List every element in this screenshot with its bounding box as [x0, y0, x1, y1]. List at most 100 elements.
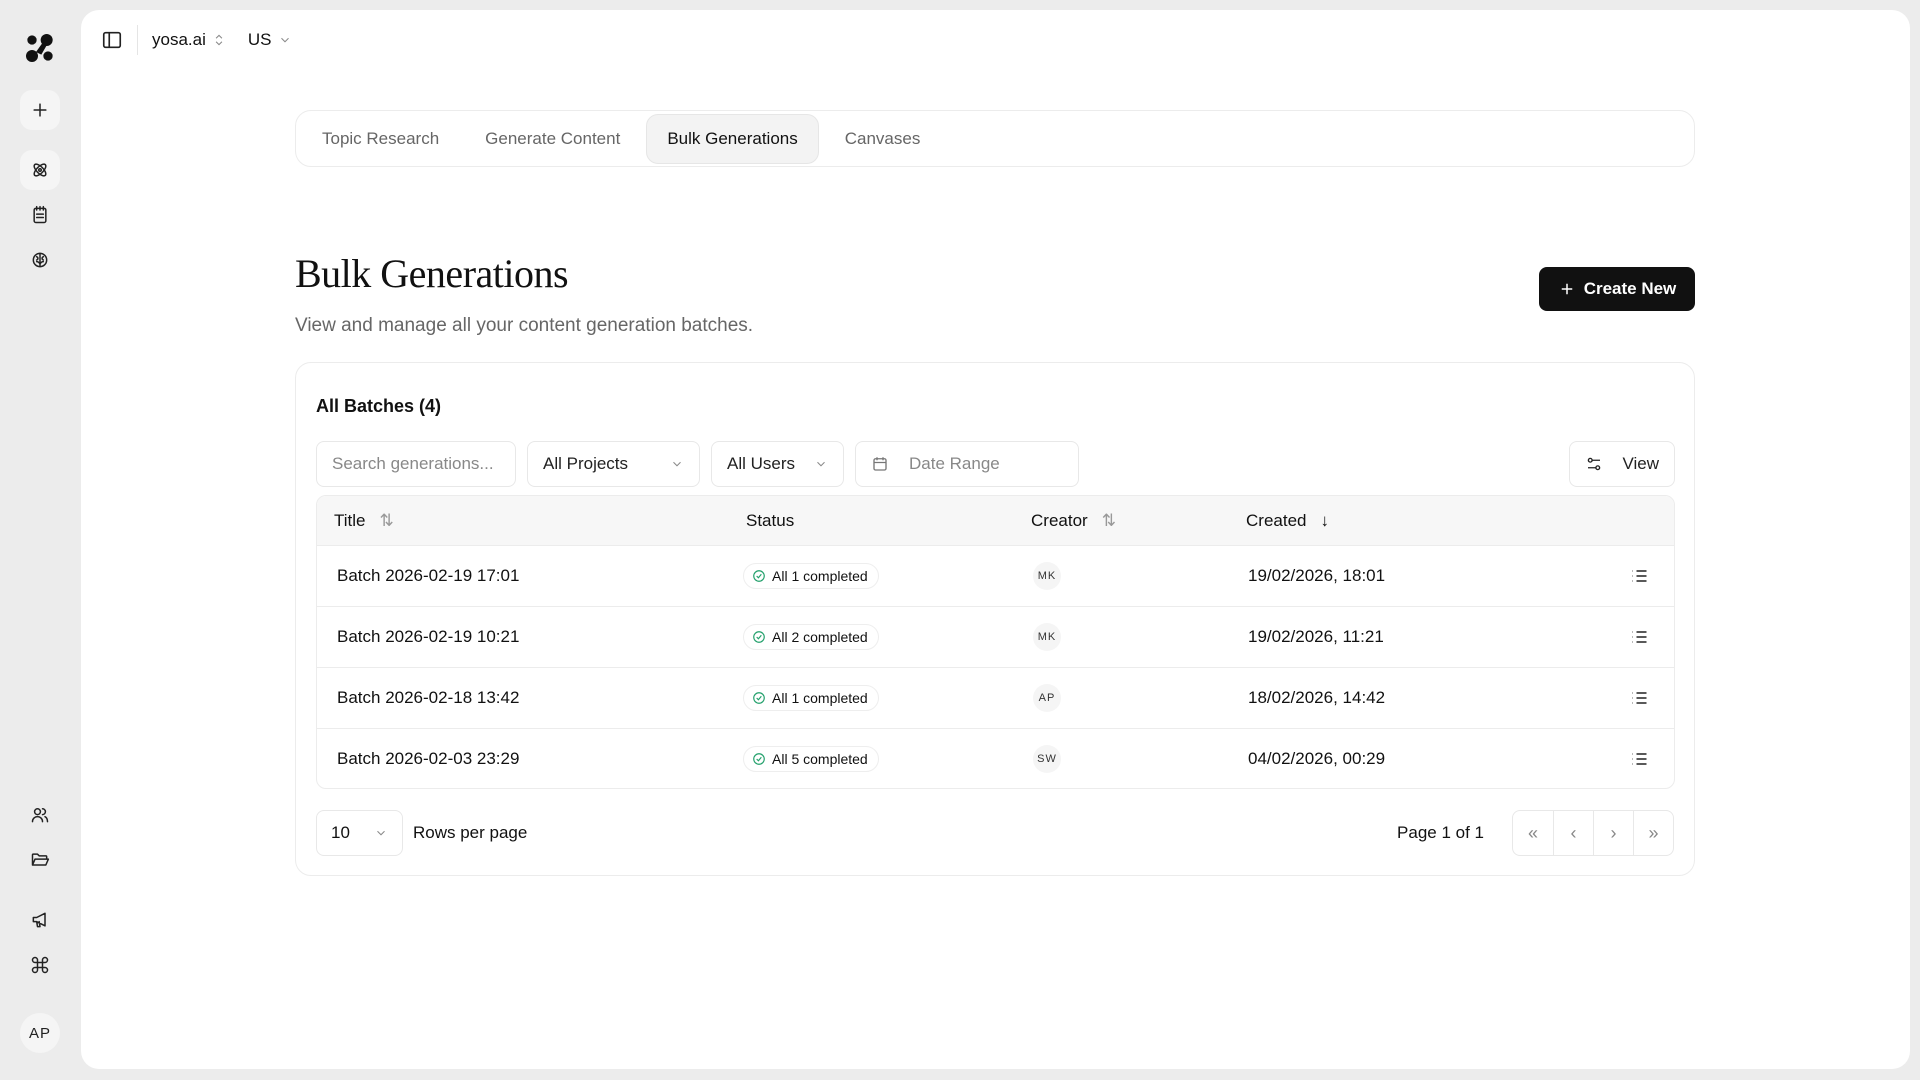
batch-title[interactable]: Batch 2026-02-19 10:21 — [337, 627, 520, 646]
created-date: 18/02/2026, 14:42 — [1248, 688, 1386, 707]
main-panel: yosa.ai US Topic Research Generate Conte… — [81, 10, 1910, 1069]
status-text: All 2 completed — [772, 629, 868, 645]
check-circle-icon — [753, 753, 765, 765]
projects-value: All Projects — [543, 454, 629, 473]
status-badge: All 2 completed — [743, 624, 879, 650]
page-title: Bulk Generations — [295, 251, 569, 296]
workspace-name: yosa.ai — [152, 30, 206, 49]
command-icon[interactable] — [20, 945, 60, 985]
created-date: 04/02/2026, 00:29 — [1248, 749, 1386, 768]
chevron-down-icon — [280, 37, 289, 43]
creator-avatar: MK — [1033, 623, 1061, 651]
batches-card: All Batches (4) Search generations... Al… — [295, 362, 1695, 876]
sort-icon: ⇅ — [1101, 511, 1116, 530]
projects-select[interactable]: All Projects — [527, 441, 700, 487]
create-new-button[interactable]: Create New — [1539, 267, 1695, 311]
batch-title[interactable]: Batch 2026-02-03 23:29 — [337, 749, 520, 768]
page-buttons: « ‹ › » — [1512, 810, 1674, 856]
tab-bulk-generations[interactable]: Bulk Generations — [646, 113, 819, 164]
tab-canvases[interactable]: Canvases — [844, 128, 921, 148]
rows-per-page-label: Rows per page — [413, 823, 528, 842]
creator-avatar: AP — [1033, 684, 1061, 712]
created-date: 19/02/2026, 18:01 — [1248, 566, 1386, 585]
date-range-picker[interactable]: Date Range — [855, 441, 1079, 487]
brain-icon[interactable] — [20, 240, 60, 280]
header-creator-label: Creator — [1031, 511, 1088, 530]
card-title: All Batches (4) — [316, 396, 442, 416]
plus-icon — [1561, 283, 1572, 295]
chevron-down-icon — [673, 461, 681, 467]
list-icon[interactable] — [1629, 749, 1649, 769]
status-badge: All 1 completed — [743, 685, 879, 711]
header-status-label: Status — [746, 511, 795, 530]
header-created[interactable]: Created ↓ — [1246, 511, 1329, 531]
region-select[interactable]: US — [248, 30, 292, 50]
megaphone-icon[interactable] — [20, 900, 60, 940]
header-created-label: Created — [1246, 511, 1307, 530]
view-label: View — [1622, 454, 1659, 473]
atom-icon[interactable] — [20, 150, 60, 190]
region-value: US — [247, 30, 272, 49]
table-row[interactable]: Batch 2026-02-03 23:29 All 5 completed S… — [317, 729, 1674, 788]
batches-table: Title ⇅ Status Creator ⇅ Created ↓ Batch 20… — [316, 495, 1675, 789]
sort-desc-icon: ↓ — [1320, 511, 1329, 530]
header-title[interactable]: Title ⇅ — [334, 511, 394, 531]
status-badge: All 1 completed — [743, 563, 879, 589]
first-page-button[interactable]: « — [1527, 822, 1538, 843]
table-header: Title ⇅ Status Creator ⇅ Created ↓ — [317, 496, 1674, 546]
creator-avatar: SW — [1033, 745, 1061, 773]
table-row[interactable]: Batch 2026-02-19 17:01 All 1 completed M… — [317, 546, 1674, 607]
list-icon[interactable] — [1629, 566, 1649, 586]
workspace-switcher[interactable]: yosa.ai — [152, 30, 226, 50]
new-icon[interactable] — [20, 90, 60, 130]
view-button[interactable]: View — [1569, 441, 1675, 487]
chevron-up-down-icon — [215, 34, 223, 46]
header-creator[interactable]: Creator ⇅ — [1031, 511, 1116, 531]
list-icon[interactable] — [1629, 627, 1649, 647]
search-input[interactable]: Search generations... — [316, 441, 516, 487]
page-info: Page 1 of 1 — [1397, 823, 1484, 842]
divider — [137, 25, 138, 55]
logo-icon[interactable] — [20, 28, 60, 68]
created-date: 19/02/2026, 11:21 — [1248, 627, 1384, 646]
check-circle-icon — [753, 692, 765, 704]
date-range-placeholder: Date Range — [909, 454, 1000, 473]
rows-per-page-value: 10 — [331, 823, 350, 842]
calendar-icon — [873, 457, 887, 471]
status-text: All 5 completed — [772, 751, 868, 767]
status-text: All 1 completed — [772, 568, 868, 584]
table-row[interactable]: Batch 2026-02-19 10:21 All 2 completed M… — [317, 607, 1674, 668]
next-page-button[interactable]: › — [1593, 811, 1633, 855]
tab-bar: Topic Research Generate Content Bulk Gen… — [295, 110, 1695, 167]
batch-title[interactable]: Batch 2026-02-19 17:01 — [337, 566, 520, 585]
tab-generate-content[interactable]: Generate Content — [485, 128, 621, 148]
chevron-down-icon — [377, 830, 385, 836]
status-text: All 1 completed — [772, 690, 868, 706]
sort-icon: ⇅ — [379, 511, 394, 530]
pagination: 10 Rows per page Page 1 of 1 « ‹ › » — [316, 810, 1674, 856]
prev-page-button[interactable]: ‹ — [1553, 811, 1593, 855]
users-value: All Users — [727, 454, 796, 473]
page-subtitle: View and manage all your content generat… — [295, 315, 754, 336]
folder-icon[interactable] — [20, 840, 60, 880]
list-icon[interactable] — [1629, 688, 1649, 708]
status-badge: All 5 completed — [743, 746, 879, 772]
check-circle-icon — [753, 570, 765, 582]
check-circle-icon — [753, 631, 765, 643]
user-avatar[interactable]: AP — [20, 1013, 60, 1053]
users-select[interactable]: All Users — [711, 441, 844, 487]
chevron-down-icon — [817, 461, 825, 467]
batch-title[interactable]: Batch 2026-02-18 13:42 — [337, 688, 520, 707]
header-title-label: Title — [334, 511, 366, 530]
tab-topic-research[interactable]: Topic Research — [322, 128, 440, 148]
create-new-label: Create New — [1583, 279, 1677, 298]
notepad-icon[interactable] — [20, 195, 60, 235]
rows-per-page-select[interactable]: 10 — [316, 810, 403, 856]
table-row[interactable]: Batch 2026-02-18 13:42 All 1 completed A… — [317, 668, 1674, 729]
users-icon[interactable] — [20, 795, 60, 835]
topbar: yosa.ai US — [81, 10, 292, 70]
last-page-button[interactable]: » — [1633, 811, 1673, 855]
creator-avatar: MK — [1033, 562, 1061, 590]
sidebar-toggle-icon[interactable] — [101, 29, 123, 51]
sliders-icon — [1587, 457, 1601, 471]
